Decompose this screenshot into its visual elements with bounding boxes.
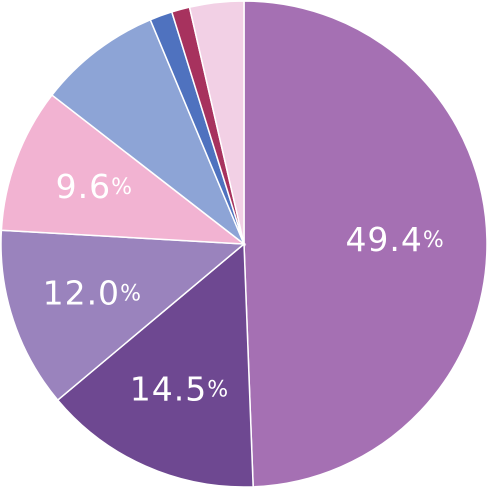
pie-label-0: 49.4% (345, 220, 443, 259)
pie-slice-4 (50, 18, 246, 247)
pie-slice-1 (56, 242, 254, 488)
pie-label-3: 9.6% (56, 166, 132, 205)
pie-label-1: 14.5% (130, 369, 228, 408)
pie-slice-7 (188, 0, 245, 245)
pie-slice-0 (243, 0, 488, 488)
pie-slice-3 (0, 94, 247, 245)
pie-label-2: 12.0% (43, 273, 141, 312)
pie-labels: 49.4% 14.5% 12.0% 9.6% (43, 166, 444, 408)
pie-slice-2 (0, 229, 246, 402)
